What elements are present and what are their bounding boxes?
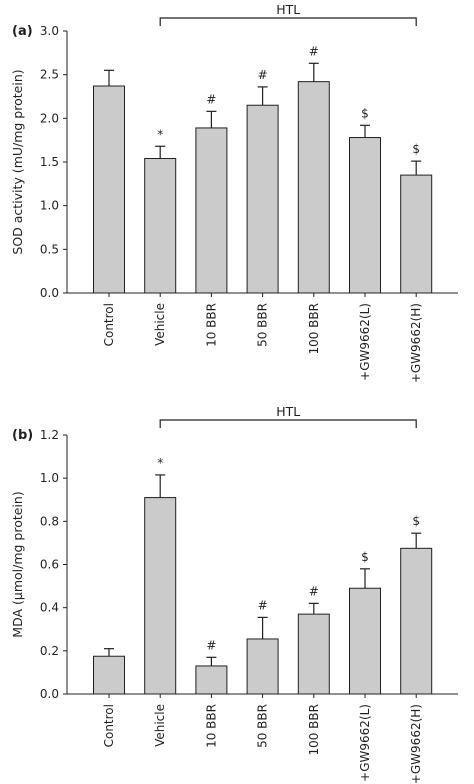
significance-mark: $ xyxy=(361,550,369,564)
y-axis-title: MDA (μmol/mg protein) xyxy=(10,491,25,637)
x-tick-label: 50 BBR xyxy=(256,303,270,347)
significance-mark: $ xyxy=(412,514,420,528)
bar xyxy=(195,665,228,695)
y-tick-label: 1.0 xyxy=(40,199,59,213)
significance-mark: # xyxy=(309,44,319,58)
x-tick-label: +GW9662(H) xyxy=(409,704,423,784)
bar xyxy=(349,587,381,695)
panel-label: (a) xyxy=(12,24,33,39)
bar xyxy=(297,81,330,294)
bar xyxy=(93,655,125,695)
y-tick-label: 1.2 xyxy=(40,428,59,442)
significance-mark: # xyxy=(206,92,216,106)
y-tick-label: 0.6 xyxy=(40,558,59,572)
x-tick-label: +GW9662(H) xyxy=(409,303,423,383)
bracket-line xyxy=(159,17,417,26)
significance-mark: * xyxy=(157,127,163,141)
x-tick-label: Control xyxy=(102,303,116,346)
significance-mark: # xyxy=(258,68,268,82)
bar xyxy=(400,174,433,294)
y-tick-label: 0.0 xyxy=(40,687,59,701)
y-tick-label: 2.5 xyxy=(40,68,59,82)
y-tick-label: 1.0 xyxy=(40,471,59,485)
bar xyxy=(195,127,228,294)
bar xyxy=(400,547,433,695)
y-tick-label: 0.4 xyxy=(40,601,59,615)
x-tick-label: 10 BBR xyxy=(204,704,218,748)
bracket-label: HTL xyxy=(276,2,300,17)
y-axis-title: SOD activity (mU/mg protein) xyxy=(10,69,25,254)
x-tick-label: +GW9662(L) xyxy=(358,303,372,381)
bar xyxy=(144,497,177,695)
significance-mark: # xyxy=(309,584,319,598)
y-tick-label: 3.0 xyxy=(40,24,59,38)
bar xyxy=(349,137,381,294)
bar xyxy=(93,85,125,294)
x-tick-label: 100 BBR xyxy=(307,704,321,756)
x-tick-label: 100 BBR xyxy=(307,303,321,355)
x-tick-label: 10 BBR xyxy=(204,303,218,347)
bar xyxy=(144,158,177,294)
bracket-line xyxy=(159,419,417,428)
bar xyxy=(246,638,279,695)
panel-b: (b) 0.0 0.2 0.4 0.6 0.8 1.0 1.2 MDA (μmol/mg pro… xyxy=(10,404,458,784)
x-tick-label: Vehicle xyxy=(153,303,167,346)
significance-mark: # xyxy=(258,598,268,612)
x-tick-label: Vehicle xyxy=(153,704,167,747)
bracket-label: HTL xyxy=(276,404,300,419)
significance-mark: * xyxy=(157,456,163,470)
y-tick-label: 2.0 xyxy=(40,111,59,125)
bar xyxy=(297,613,330,695)
significance-mark: # xyxy=(206,638,216,652)
y-tick-label: 0.2 xyxy=(40,644,59,658)
x-tick-label: +GW9662(L) xyxy=(358,704,372,782)
y-tick-label: 1.5 xyxy=(40,155,59,169)
y-tick-label: 0.0 xyxy=(40,286,59,300)
panel-a: (a) 0.0 0.5 1.0 1.5 2.0 2.5 3.0 SOD activity (mU… xyxy=(10,2,458,383)
bar xyxy=(246,104,279,294)
x-tick-label: Control xyxy=(102,704,116,747)
y-tick-label: 0.8 xyxy=(40,514,59,528)
y-tick-label: 0.5 xyxy=(40,242,59,256)
x-tick-label: 50 BBR xyxy=(256,704,270,748)
panel-label: (b) xyxy=(12,428,33,443)
significance-mark: $ xyxy=(412,142,420,156)
significance-mark: $ xyxy=(361,106,369,120)
